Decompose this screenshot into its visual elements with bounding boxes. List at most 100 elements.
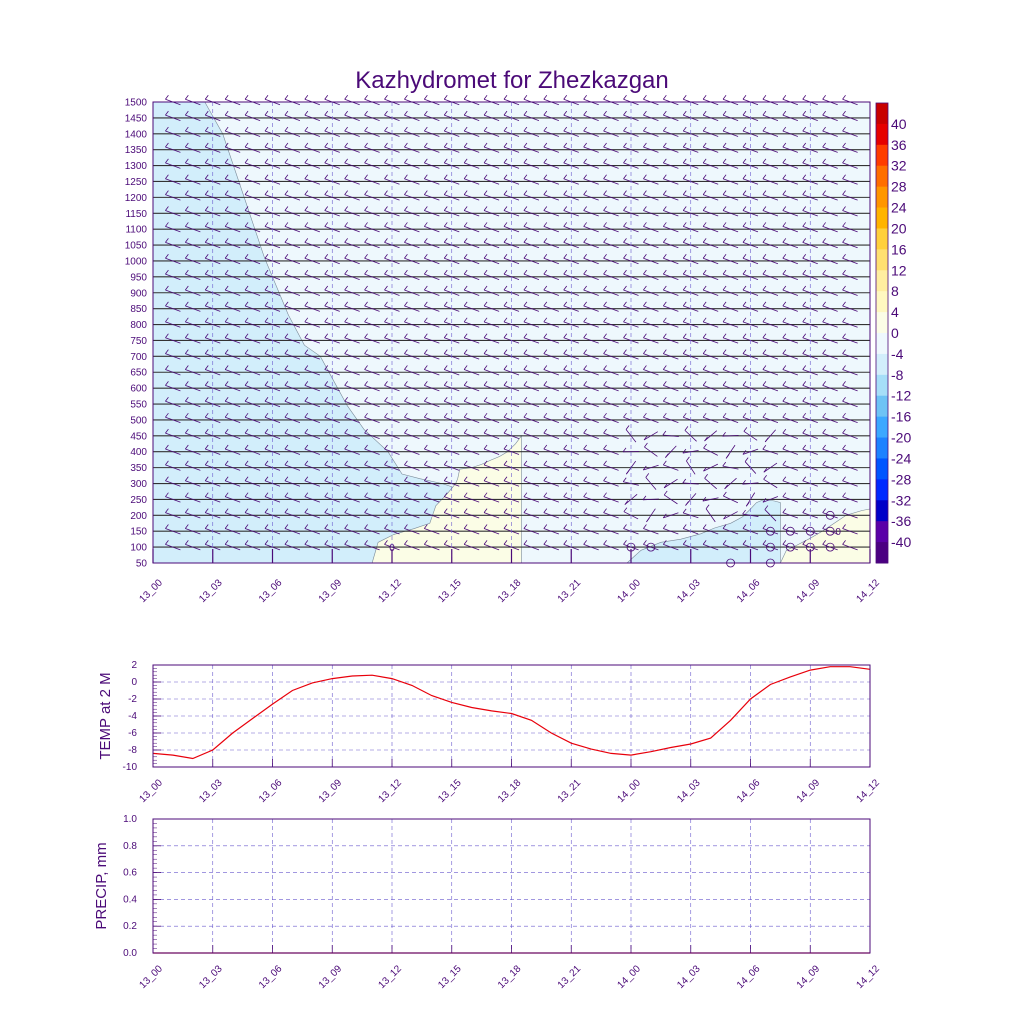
wind-barb-flag [365, 95, 368, 99]
y-tick-label-1350: 1350 [125, 145, 148, 156]
wind-barb-flag [643, 95, 646, 99]
wind-barb-flag [404, 95, 407, 99]
y-tick-label-0.2: 0.2 [123, 921, 137, 932]
x-tick-label-13_03: 13_03 [197, 577, 225, 605]
wind-barb-flag [265, 95, 268, 99]
colorbar-label-40: 40 [891, 116, 907, 132]
colorbar-swatch [876, 228, 888, 249]
colorbar-label-28: 28 [891, 179, 907, 195]
colorbar-swatch [876, 417, 888, 438]
wind-barb-flag [205, 95, 208, 99]
x-tick-label-14_12: 14_12 [855, 577, 883, 605]
colorbar-swatch [876, 438, 888, 459]
y-tick-label-950: 950 [130, 272, 147, 283]
y-tick-label-900: 900 [130, 288, 147, 299]
x-tick-label-13_09: 13_09 [317, 963, 345, 991]
y-tick-label-0.0: 0.0 [123, 948, 137, 959]
y-tick-label-500: 500 [130, 415, 147, 426]
main-heatmap-panel: 5010015020025030035040045050055060065070… [125, 95, 883, 605]
colorbar-label--12: -12 [891, 388, 911, 404]
colorbar: 4036322824201612840-4-8-12-16-20-24-28-3… [876, 103, 911, 564]
x-tick-label-13_12: 13_12 [377, 577, 405, 605]
x-tick-label-13_00: 13_00 [138, 963, 166, 991]
colorbar-swatch [876, 187, 888, 208]
colorbar-label--40: -40 [891, 534, 911, 550]
wind-barb-flag [663, 95, 666, 99]
x-tick-label-13_09: 13_09 [317, 577, 345, 605]
x-tick-label-14_00: 14_00 [616, 963, 644, 991]
y-tick-label--2: -2 [128, 694, 137, 705]
colorbar-swatch [876, 500, 888, 521]
y-tick-label--6: -6 [128, 728, 137, 739]
x-tick-label-14_00: 14_00 [616, 777, 644, 805]
y-tick-label-450: 450 [130, 431, 147, 442]
x-tick-label-14_06: 14_06 [735, 577, 763, 605]
wind-barb-flag [544, 95, 547, 99]
x-tick-label-14_03: 14_03 [675, 777, 703, 805]
colorbar-swatch [876, 166, 888, 187]
colorbar-label-16: 16 [891, 241, 907, 257]
y-tick-label-1.0: 1.0 [123, 814, 137, 825]
y-tick-label-700: 700 [130, 352, 147, 363]
colorbar-swatch [876, 521, 888, 542]
colorbar-label-32: 32 [891, 158, 907, 174]
wind-barb-flag [325, 95, 328, 99]
wind-barb-flag [703, 95, 706, 99]
x-tick-label-13_15: 13_15 [436, 577, 464, 605]
y-tick-label--8: -8 [128, 745, 137, 756]
colorbar-swatch [876, 542, 888, 563]
x-tick-label-13_15: 13_15 [436, 777, 464, 805]
x-tick-label-14_00: 14_00 [616, 577, 644, 605]
y-tick-label--10: -10 [123, 762, 138, 773]
y-tick-label-800: 800 [130, 320, 147, 331]
wind-barb-flag [225, 95, 228, 99]
y-tick-label-200: 200 [130, 511, 147, 522]
colorbar-label--4: -4 [891, 346, 904, 362]
wind-barb-flag [384, 95, 387, 99]
wind-barb-flag [723, 95, 726, 99]
y-tick-label-1100: 1100 [125, 225, 147, 236]
wind-barb-flag [464, 95, 467, 99]
y-tick-label-750: 750 [130, 336, 147, 347]
x-tick-label-13_21: 13_21 [556, 577, 584, 605]
x-tick-label-14_09: 14_09 [795, 963, 823, 991]
x-tick-label-13_00: 13_00 [138, 777, 166, 805]
x-tick-label-13_03: 13_03 [197, 963, 225, 991]
x-tick-label-13_00: 13_00 [138, 577, 166, 605]
y-tick-label-550: 550 [130, 400, 147, 411]
y-tick-label-1000: 1000 [125, 256, 148, 267]
y-tick-label-1200: 1200 [125, 193, 148, 204]
x-tick-label-14_06: 14_06 [735, 963, 763, 991]
wind-barb-flag [803, 95, 806, 99]
colorbar-swatch [876, 270, 888, 291]
x-tick-label-13_18: 13_18 [496, 777, 524, 805]
colorbar-swatch [876, 354, 888, 375]
wind-barb-flag [305, 95, 308, 99]
x-tick-label-14_03: 14_03 [675, 577, 703, 605]
wind-barb-flag [743, 95, 746, 99]
wind-barb-flag [345, 95, 348, 99]
colorbar-label-20: 20 [891, 220, 907, 236]
x-tick-label-14_03: 14_03 [675, 963, 703, 991]
y-tick-label-0.4: 0.4 [123, 894, 137, 905]
y-tick-label-1250: 1250 [125, 177, 148, 188]
colorbar-label-36: 36 [891, 137, 907, 153]
wind-barb-flag [604, 95, 607, 99]
contour-label: 0 [835, 527, 841, 538]
y-tick-label--4: -4 [128, 711, 137, 722]
x-tick-label-14_06: 14_06 [735, 777, 763, 805]
x-tick-label-14_12: 14_12 [855, 777, 883, 805]
colorbar-swatch [876, 458, 888, 479]
y-tick-label-300: 300 [130, 479, 147, 490]
y-tick-label-850: 850 [130, 304, 147, 315]
colorbar-swatch [876, 145, 888, 166]
x-tick-label-13_03: 13_03 [197, 777, 225, 805]
wind-barb-flag [424, 95, 427, 99]
wind-barb-flag [524, 95, 527, 99]
colorbar-label-0: 0 [891, 325, 899, 341]
colorbar-label--36: -36 [891, 513, 911, 529]
wind-barb-flag [783, 95, 786, 99]
wind-barb-flag [285, 95, 288, 99]
